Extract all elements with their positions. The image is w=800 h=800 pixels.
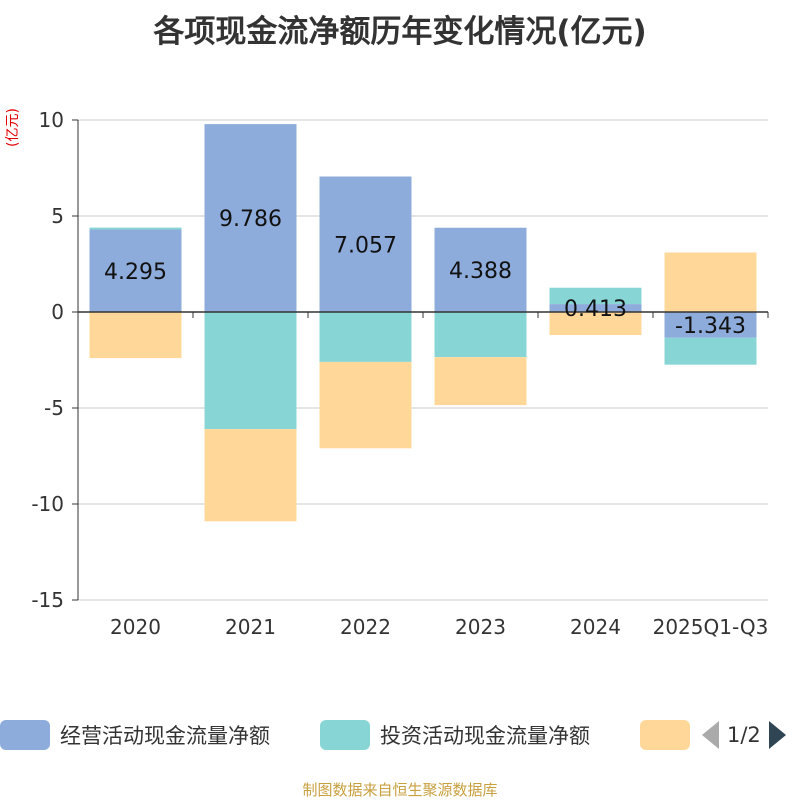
legend-pager: 1/2 [702,715,786,755]
bar-value-label: -1.343 [675,314,746,339]
y-tick-label: 0 [51,300,64,324]
legend-label-investing: 投资活动现金流量净额 [380,724,590,748]
data-source-note: 制图数据来自恒生聚源数据库 [302,781,498,799]
bar-value-label: 0.413 [564,297,627,322]
legend: 经营活动现金流量净额 投资活动现金流量净额 1/2 [0,715,800,755]
legend-swatch-operating [0,720,50,750]
y-tick-label: -15 [31,588,64,612]
legend-swatch-financing [640,720,690,750]
bar-investing [434,312,527,358]
bar-financing [434,357,527,406]
bar-value-label: 4.388 [449,259,512,284]
pager-text: 1/2 [727,723,761,747]
bar-investing [204,312,297,430]
axes: 10 5 0 -5 -10 -15 2020 2021 2022 2023 2024 2025Q1-Q… [31,108,769,639]
bar-operating [204,124,297,313]
legend-item-investing[interactable]: 投资活动现金流量净额 [320,715,590,755]
bar-financing [89,312,182,359]
legend-item-operating[interactable]: 经营活动现金流量净额 [0,715,270,755]
bar-investing [664,337,757,365]
bars [89,124,757,522]
x-tick-label: 2020 [110,615,161,639]
bar-financing [204,429,297,522]
pager-prev-icon[interactable] [702,721,719,749]
bar-investing [319,312,412,362]
bar-operating [89,229,182,312]
bar-value-label: 9.786 [219,207,282,232]
labels: 4.295 9.786 7.057 4.388 0.413 -1.343 [104,207,746,339]
x-tick-label: 2022 [340,615,391,639]
bar-investing [549,287,642,305]
y-tick-label: 10 [39,108,64,132]
bar-operating [319,176,412,312]
x-tick-label: 2025Q1-Q3 [653,615,769,639]
x-tick-label: 2023 [455,615,506,639]
bar-value-label: 7.057 [334,233,397,258]
legend-swatch-investing [320,720,370,750]
bar-operating [549,304,642,312]
bar-value-label: 4.295 [104,260,167,285]
chart-title: 各项现金流净额历年变化情况(亿元) [153,14,647,50]
x-tick-label: 2021 [225,615,276,639]
x-tick-label: 2024 [570,615,621,639]
grid-lines [78,119,768,601]
bar-financing [319,361,412,449]
y-tick-label: 5 [51,204,64,228]
legend-label-operating: 经营活动现金流量净额 [60,724,270,748]
y-tick-label: -5 [44,396,64,420]
bar-financing [664,252,757,312]
pager-next-icon[interactable] [768,721,786,749]
legend-item-financing[interactable] [640,715,700,755]
bar-operating [434,227,527,312]
bar-investing [89,227,182,230]
y-tick-label: -10 [31,492,64,516]
bar-financing [549,312,642,336]
bar-operating [664,312,757,338]
